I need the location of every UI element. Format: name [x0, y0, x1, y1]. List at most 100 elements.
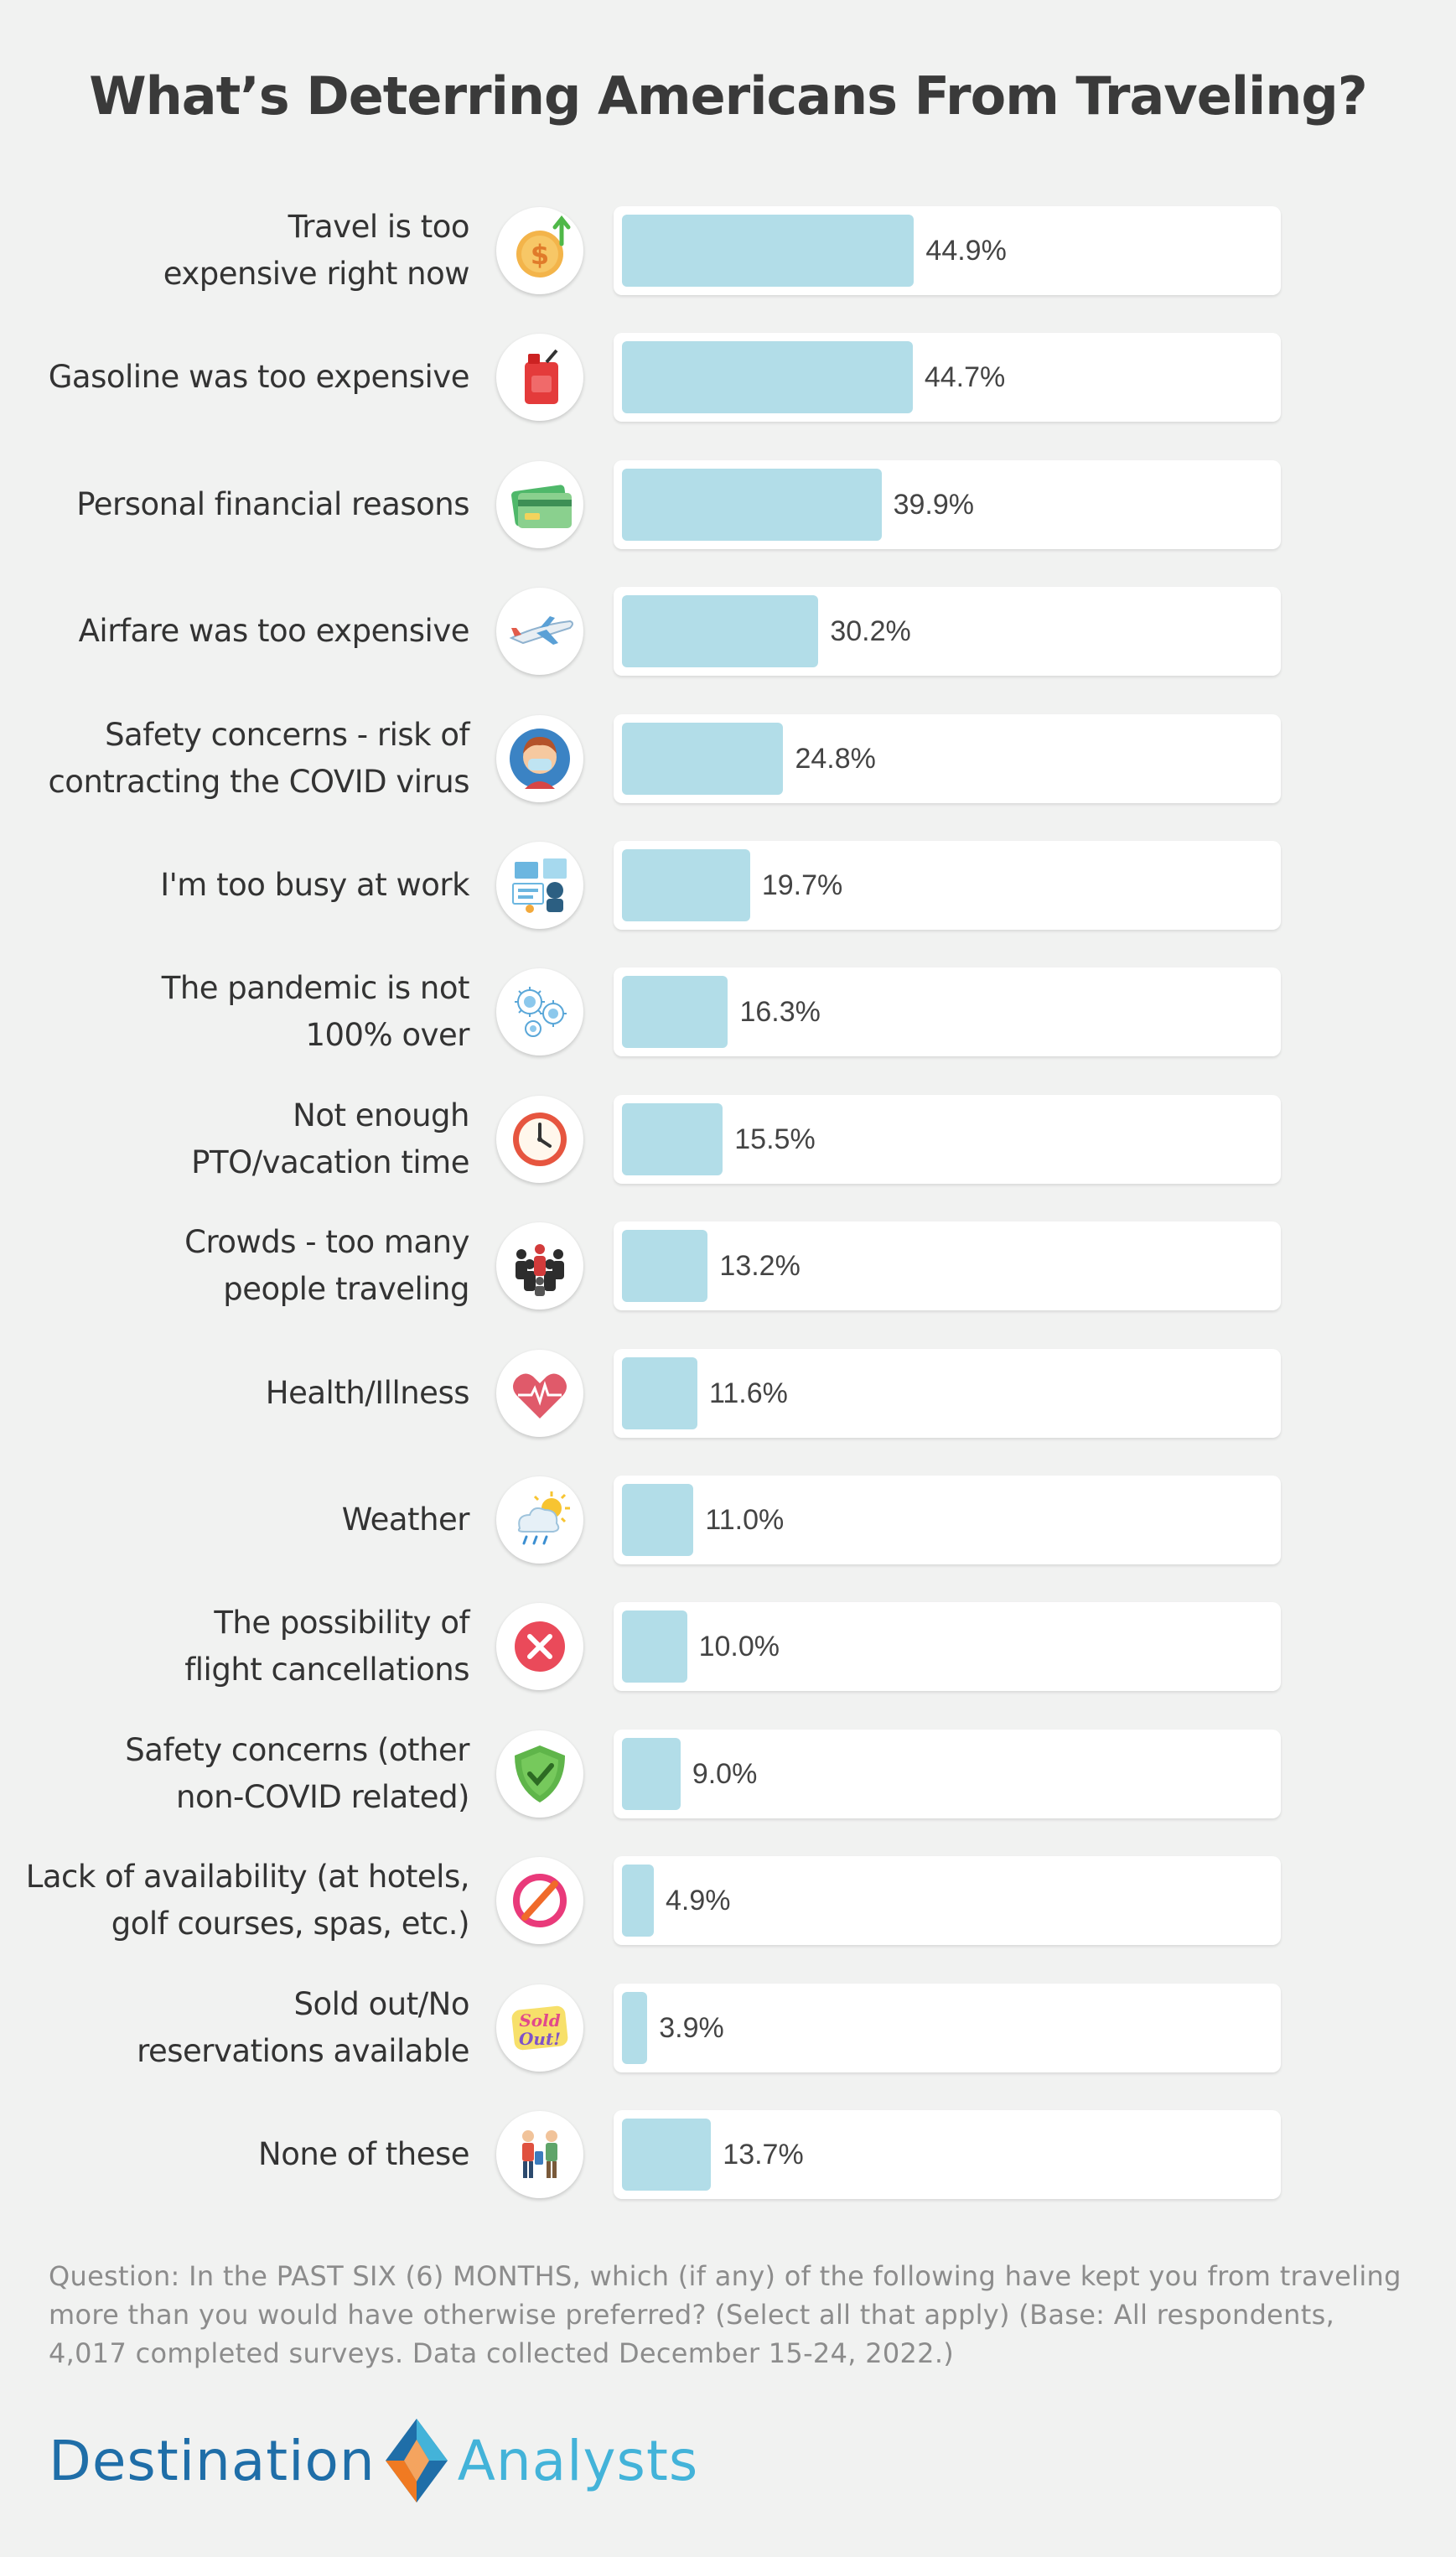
category-label-line: The pandemic is not	[161, 970, 470, 1006]
category-label: Safety concerns - risk of contracting the…	[17, 714, 469, 803]
category-label: Crowds - too many people traveling	[17, 1221, 469, 1310]
bar	[622, 1357, 698, 1429]
data-label: 44.7%	[924, 361, 1006, 393]
data-label: 10.0%	[698, 1631, 780, 1662]
category-label: Weather	[17, 1476, 470, 1564]
bar-row: The possibility of flight cancellations 10…	[0, 1602, 1456, 1691]
data-label: 3.9%	[659, 2012, 724, 2044]
category-label-line: PTO/vacation time	[191, 1144, 469, 1180]
bar-row: Travel is too expensive right now $44.9%	[0, 206, 1456, 295]
bar	[622, 1738, 681, 1810]
svg-text:$: $	[531, 239, 549, 271]
crowd-icon	[496, 1222, 583, 1310]
bar-track: 44.7%	[614, 333, 1281, 422]
data-label: 44.9%	[925, 235, 1007, 267]
bar	[622, 595, 819, 667]
data-label: 11.0%	[705, 1504, 785, 1536]
bar-track: 10.0%	[614, 1602, 1281, 1691]
category-label: Gasoline was too expensive	[17, 333, 470, 422]
category-label: I'm too busy at work	[17, 841, 469, 930]
bar-track: 39.9%	[614, 460, 1281, 549]
bar-track: 16.3%	[614, 967, 1281, 1056]
bar	[622, 976, 728, 1048]
bar-row: Weather 11.0%	[0, 1476, 1456, 1564]
category-label: Safety concerns (other non-COVID related)	[17, 1730, 469, 1818]
category-label-line: reservations available	[137, 2033, 469, 2069]
category-label-line: Weather	[341, 1502, 470, 1538]
data-label: 30.2%	[830, 615, 911, 647]
bar-track: 13.7%	[614, 2110, 1281, 2199]
logo-word-destination: Destination	[49, 2428, 376, 2493]
logo-diamond-icon	[385, 2419, 448, 2503]
travelers-icon	[496, 2111, 583, 2198]
bar	[622, 1992, 648, 2064]
bar	[622, 849, 750, 921]
category-label-line: Safety concerns - risk of	[105, 717, 469, 753]
bar-row: Sold out/No reservations available Sold Out…	[0, 1984, 1456, 2072]
category-label: Airfare was too expensive	[17, 587, 470, 676]
bar	[622, 469, 882, 541]
data-label: 39.9%	[893, 489, 975, 521]
bar-row: The pandemic is not 100% over 16.3%	[0, 967, 1456, 1056]
category-label-line: Travel is too	[288, 209, 470, 245]
svg-text:Out!: Out!	[519, 2029, 561, 2049]
logo-word-analysts: Analysts	[457, 2428, 699, 2493]
category-label-line: The possibility of	[214, 1605, 469, 1641]
bar-track: 11.0%	[614, 1476, 1281, 1564]
bar	[622, 723, 784, 795]
bar-track: 3.9%	[614, 1984, 1281, 2072]
credit-card-icon	[496, 461, 583, 548]
bar	[622, 1103, 723, 1175]
chart-title: What’s Deterring Americans From Travelin…	[89, 65, 1368, 127]
category-label-line: expensive right now	[163, 256, 470, 292]
category-label-line: 100% over	[305, 1017, 469, 1053]
category-label-line: Safety concerns (other	[125, 1732, 469, 1768]
destination-analysts-logo: Destination Analysts	[49, 2414, 803, 2507]
bar-track: 30.2%	[614, 587, 1281, 676]
no-symbol-icon	[496, 1857, 583, 1944]
category-label: Not enough PTO/vacation time	[17, 1095, 469, 1184]
category-label-line: golf courses, spas, etc.)	[111, 1906, 470, 1942]
category-label-line: people traveling	[223, 1271, 469, 1307]
bar	[622, 1610, 687, 1683]
data-label: 9.0%	[692, 1758, 758, 1790]
category-label-line: Airfare was too expensive	[78, 613, 470, 649]
bar-row: Crowds - too many people traveling 13.2%	[0, 1221, 1456, 1310]
category-label-line: Not enough	[293, 1097, 469, 1133]
bar-row: Lack of availability (at hotels, golf cou…	[0, 1856, 1456, 1945]
bar-track: 24.8%	[614, 714, 1281, 803]
bar-track: 11.6%	[614, 1349, 1281, 1438]
bar	[622, 1230, 708, 1302]
x-cancel-icon	[496, 1603, 583, 1690]
virus-icon	[496, 968, 583, 1055]
bar	[622, 215, 915, 287]
bar-track: 19.7%	[614, 841, 1281, 930]
bar	[622, 341, 913, 413]
category-label-line: Sold out/No	[293, 1986, 469, 2022]
category-label-line: non-COVID related)	[176, 1779, 469, 1815]
bar-row: None of these 13.7%	[0, 2110, 1456, 2199]
category-label: None of these	[17, 2110, 469, 2199]
gas-can-icon	[496, 334, 583, 421]
category-label-line: Health/Illness	[265, 1375, 470, 1411]
bar	[622, 1484, 694, 1556]
data-label: 4.9%	[666, 1885, 731, 1916]
category-label-line: Personal financial reasons	[76, 486, 469, 522]
bar-row: Safety concerns (other non-COVID related)…	[0, 1730, 1456, 1818]
category-label: The pandemic is not 100% over	[17, 967, 470, 1056]
category-label: Travel is too expensive right now	[17, 206, 470, 295]
category-label-line: I'm too busy at work	[160, 867, 469, 903]
data-label: 24.8%	[795, 743, 876, 775]
category-label: Personal financial reasons	[17, 460, 469, 549]
category-label-line: contracting the COVID virus	[48, 764, 469, 800]
bar-track: 9.0%	[614, 1730, 1281, 1818]
airplane-icon	[496, 588, 583, 675]
bar-row: Safety concerns - risk of contracting the…	[0, 714, 1456, 803]
category-label: Sold out/No reservations available	[17, 1984, 469, 2072]
busy-work-icon	[496, 842, 583, 929]
data-label: 19.7%	[761, 869, 843, 901]
bar	[622, 2119, 712, 2191]
category-label-line: Crowds - too many	[184, 1224, 469, 1260]
bar-track: 15.5%	[614, 1095, 1281, 1184]
svg-text:Sold: Sold	[519, 2010, 560, 2031]
